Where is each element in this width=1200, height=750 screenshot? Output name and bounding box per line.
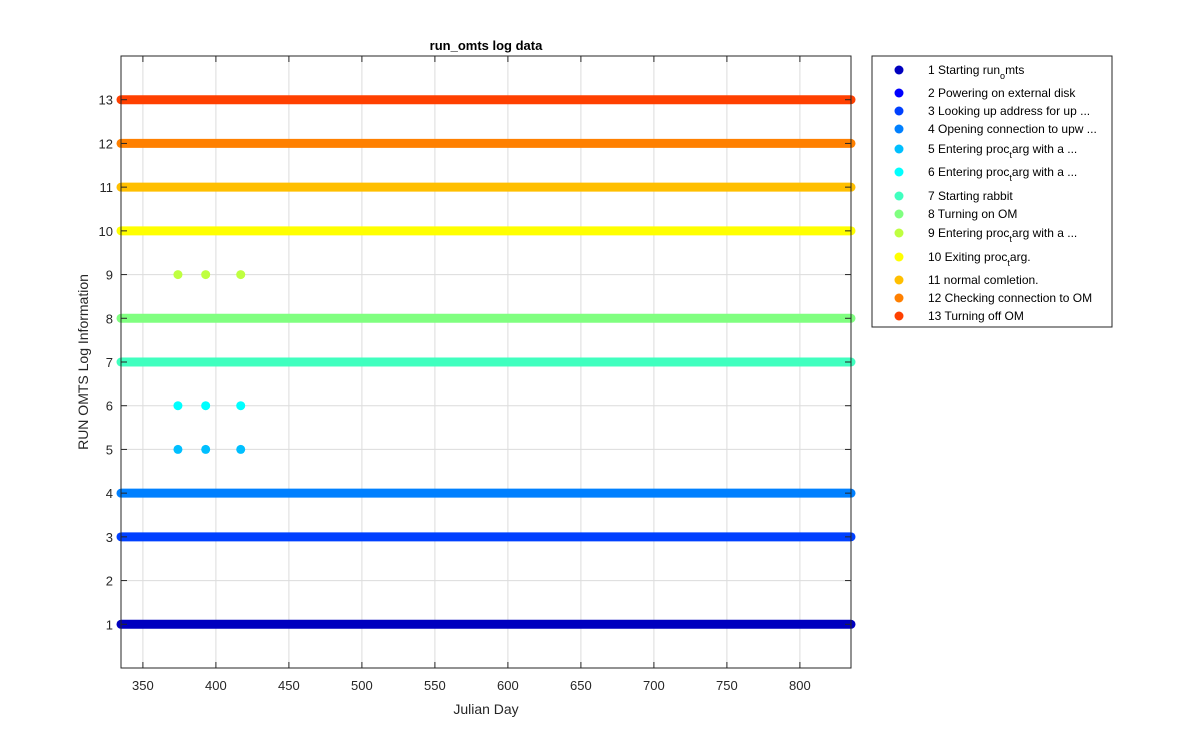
legend-marker (894, 252, 904, 262)
legend-box (871, 55, 1113, 328)
x-tick-label: 550 (424, 678, 446, 693)
legend-label: 1 Starting runomts (928, 63, 1024, 81)
x-tick-label: 350 (132, 678, 154, 693)
x-tick-label: 600 (497, 678, 519, 693)
data-point (201, 401, 211, 411)
legend-label: 10 Exiting proctarg. (928, 250, 1031, 268)
y-tick-label: 3 (106, 530, 113, 545)
legend-marker (894, 209, 904, 219)
x-tick-label: 800 (789, 678, 811, 693)
y-tick-label: 4 (106, 486, 113, 501)
legend-marker (894, 228, 904, 238)
y-tick-label: 1 (106, 617, 113, 632)
legend-marker (894, 65, 904, 75)
legend-marker (894, 106, 904, 116)
legend-label: 3 Looking up address for up ... (928, 104, 1090, 118)
legend-label: 11 normal comletion. (928, 273, 1039, 287)
y-tick-label: 12 (99, 136, 113, 151)
y-tick-label: 5 (106, 442, 113, 457)
data-point (173, 270, 183, 280)
legend-label: 4 Opening connection to upw ... (928, 122, 1097, 136)
legend-label: 8 Turning on OM (928, 207, 1017, 221)
y-tick-label: 10 (99, 224, 113, 239)
legend-label: 6 Entering proctarg with a ... (928, 165, 1077, 183)
data-point (173, 401, 183, 411)
y-tick-label: 8 (106, 311, 113, 326)
y-tick-label: 6 (106, 399, 113, 414)
data-series (116, 95, 856, 629)
legend-label: 5 Entering proctarg with a ... (928, 142, 1077, 160)
legend-marker (894, 88, 904, 98)
chart-title: run_omts log data (430, 38, 543, 53)
legend-label: 7 Starting rabbit (928, 189, 1013, 203)
x-tick-label: 450 (278, 678, 300, 693)
legend-marker (894, 124, 904, 134)
data-point (236, 444, 246, 454)
legend-label: 2 Powering on external disk (928, 86, 1076, 100)
y-tick-label: 9 (106, 268, 113, 283)
y-tick-label: 7 (106, 355, 113, 370)
x-tick-label: 750 (716, 678, 738, 693)
legend-label: 13 Turning off OM (928, 309, 1024, 323)
x-tick-label: 400 (205, 678, 227, 693)
y-tick-label: 13 (99, 93, 113, 108)
legend-marker (894, 275, 904, 285)
legend-marker (894, 144, 904, 154)
data-point (201, 270, 211, 280)
legend-label: 12 Checking connection to OM (928, 291, 1092, 305)
legend-marker (894, 293, 904, 303)
legend-marker (894, 167, 904, 177)
x-tick-label: 500 (351, 678, 373, 693)
x-axis-label: Julian Day (453, 701, 518, 717)
legend-label: 9 Entering proctarg with a ... (928, 226, 1077, 244)
y-tick-label: 11 (100, 180, 114, 195)
y-tick-label: 2 (106, 574, 113, 589)
x-tick-label: 650 (570, 678, 592, 693)
legend-marker (894, 311, 904, 321)
legend: 1 Starting runomts 2 Powering on external… (871, 55, 1113, 328)
data-point (236, 401, 246, 411)
x-tick-label: 700 (643, 678, 665, 693)
data-point (236, 270, 246, 280)
axis-ticks: 350 400 450 500 550 600 650 700 750 8001234567891… (99, 56, 851, 693)
data-point (201, 444, 211, 454)
series-6 (173, 401, 246, 411)
data-point (173, 444, 183, 454)
y-axis-label: RUN OMTS Log Information (75, 274, 91, 450)
series-5 (173, 444, 246, 454)
legend-marker (894, 191, 904, 201)
series-9 (173, 270, 246, 280)
